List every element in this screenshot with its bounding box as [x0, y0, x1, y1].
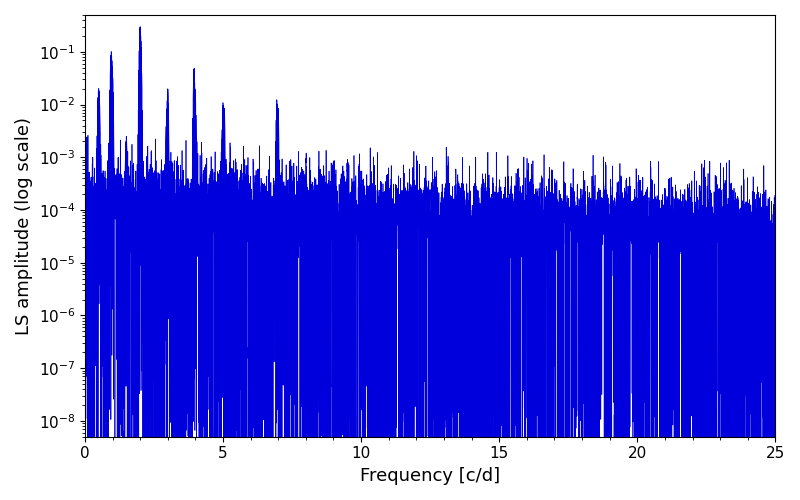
X-axis label: Frequency [c/d]: Frequency [c/d]: [360, 467, 500, 485]
Y-axis label: LS amplitude (log scale): LS amplitude (log scale): [15, 117, 33, 335]
